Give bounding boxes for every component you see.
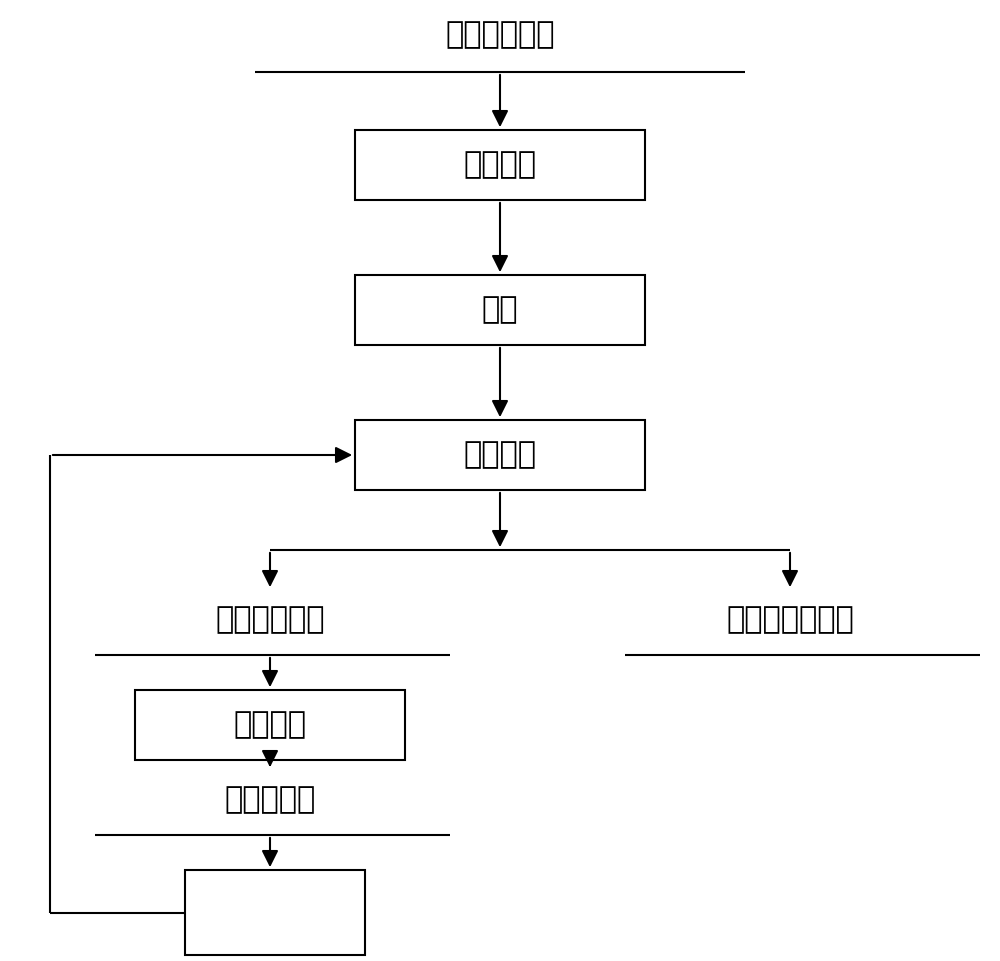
Text: 粗锨酸銅料液: 粗锨酸銅料液 bbox=[445, 20, 555, 50]
Text: 静置: 静置 bbox=[482, 295, 518, 325]
Text: 梯级解吸: 梯级解吸 bbox=[234, 710, 306, 740]
Text: 硫化配置: 硫化配置 bbox=[464, 151, 536, 180]
Bar bbox=[355, 275, 645, 345]
Bar bbox=[185, 870, 365, 955]
Text: 梯级吸附: 梯级吸附 bbox=[464, 440, 536, 470]
Text: 吸附饱和树脂: 吸附饱和树脂 bbox=[215, 605, 325, 634]
Text: 解吸好树脂: 解吸好树脂 bbox=[224, 785, 316, 815]
Bar bbox=[135, 690, 405, 760]
Text: 高纯锨酸銅料液: 高纯锨酸銅料液 bbox=[726, 605, 854, 634]
Bar bbox=[355, 420, 645, 490]
Bar bbox=[355, 130, 645, 200]
